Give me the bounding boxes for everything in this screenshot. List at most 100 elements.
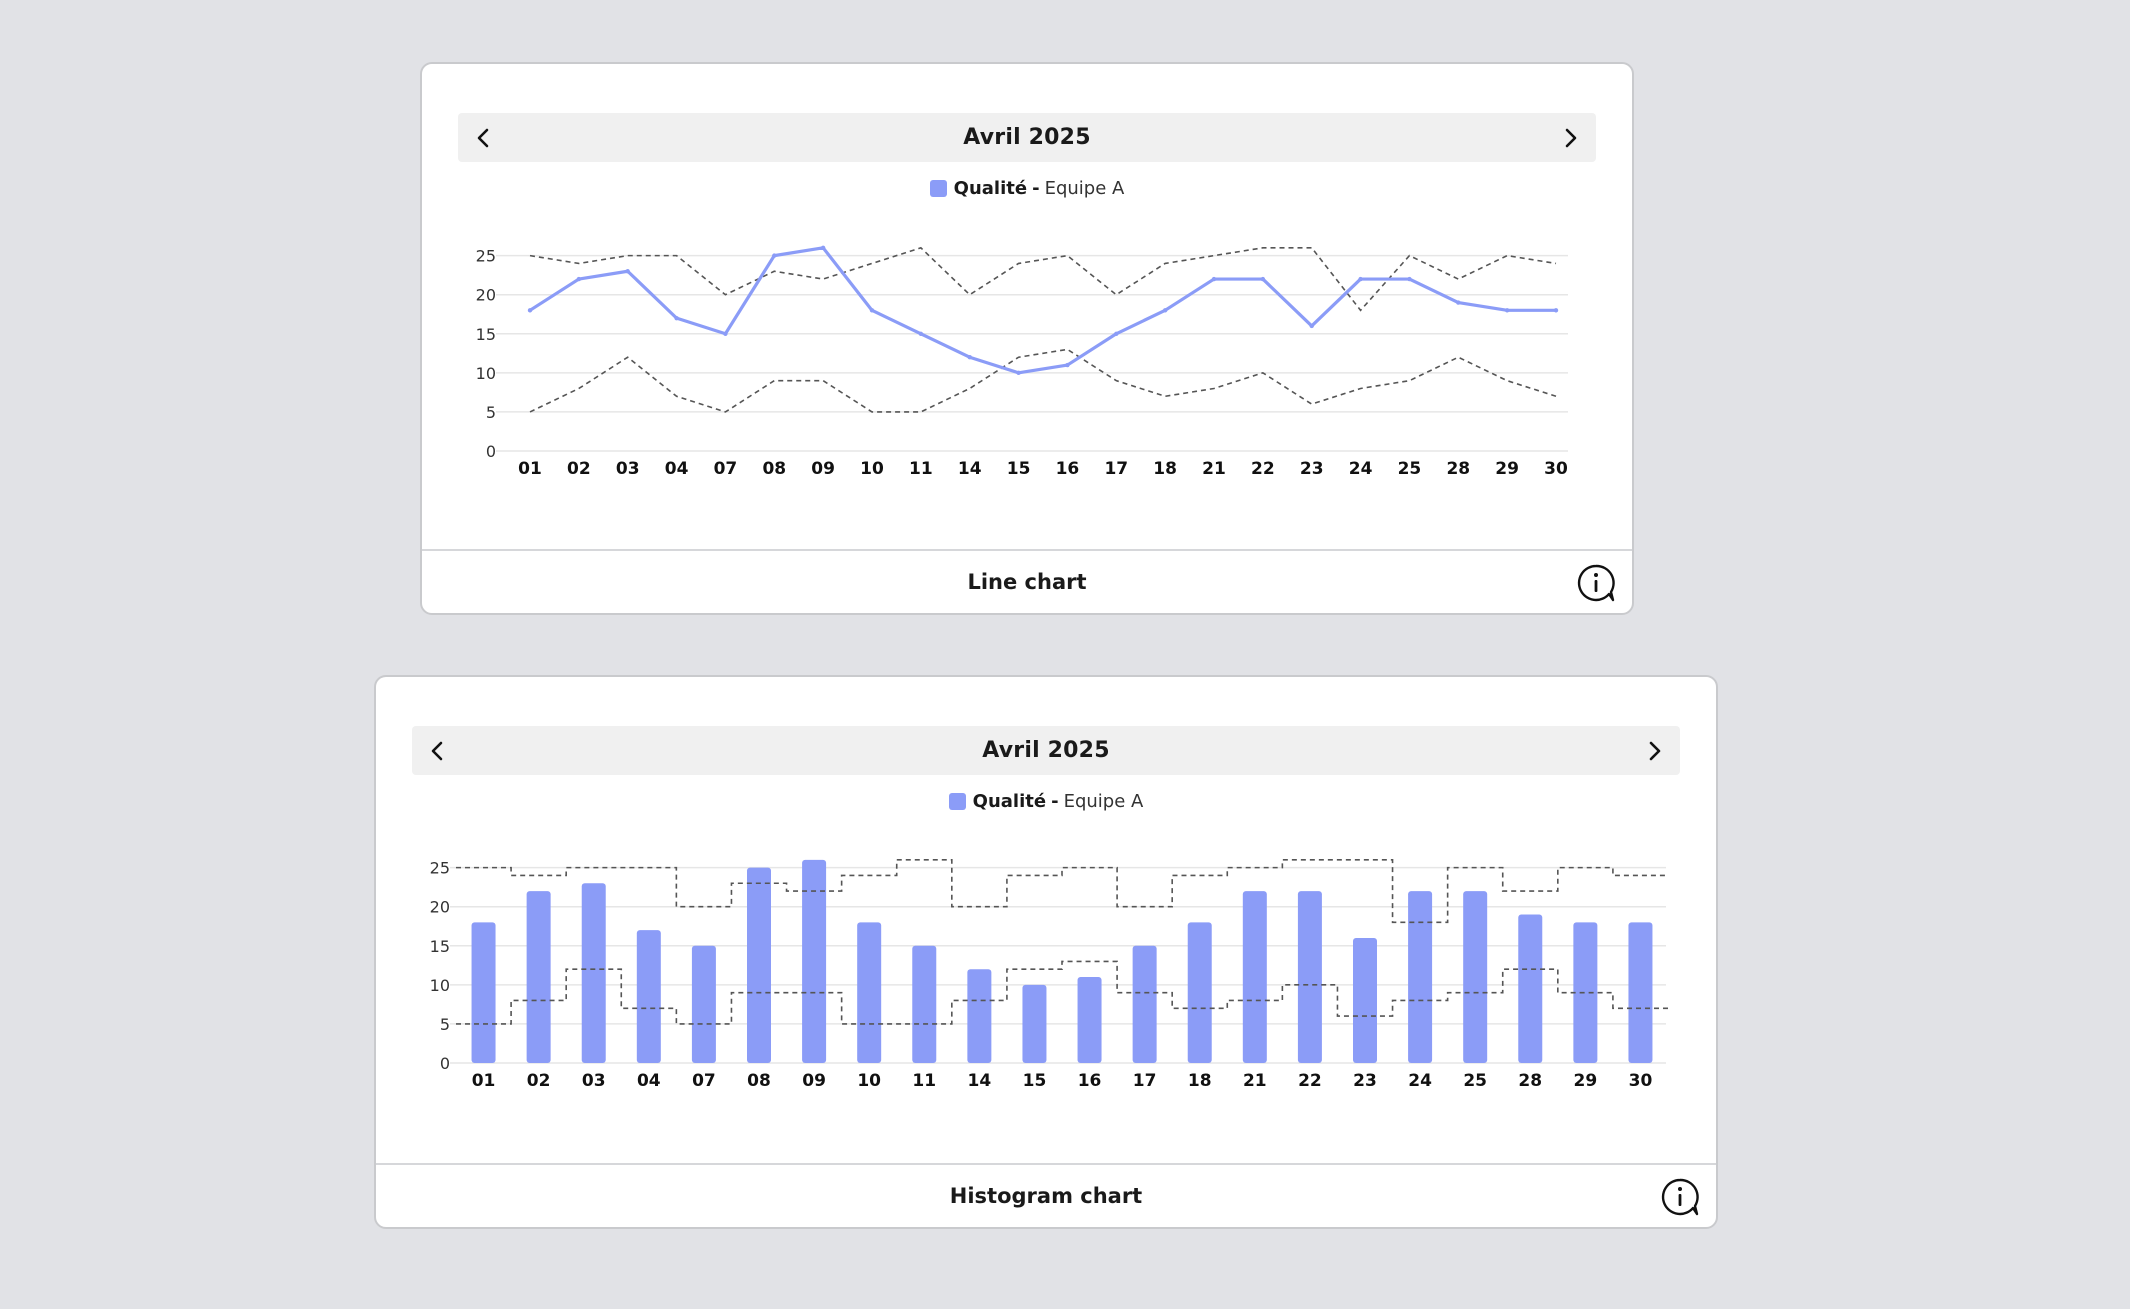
lower-limit-line: [456, 960, 1668, 1025]
x-tick-label: 16: [1078, 1071, 1102, 1091]
month-title: Avril 2025: [963, 125, 1091, 150]
data-point: [772, 253, 777, 258]
data-point: [1358, 276, 1363, 282]
chart-type-title: Histogram chart: [949, 1184, 1143, 1208]
line-chart-card: Avril 2025 Qualité - Equipe A 0 5 10 15 20 25…: [420, 62, 1634, 615]
histogram-bar: [1187, 922, 1212, 1063]
y-tick-label: 0: [486, 442, 496, 461]
data-point: [1407, 276, 1412, 282]
data-point: [1162, 308, 1168, 313]
histogram-bar: [1518, 914, 1543, 1063]
histogram-chart-card: Avril 2025 Qualité - Equipe A 0 5 10 15 20 25…: [374, 675, 1718, 1229]
histogram-bar: [1463, 891, 1488, 1063]
data-point: [918, 331, 924, 336]
x-tick-label: 16: [1056, 459, 1080, 479]
histogram-chart-plot: 0 5 10 15 20 25 01 02 03 04 07 08 09 10 11 14 15 16 17 18 21…: [430, 859, 1668, 1091]
data-point: [625, 269, 630, 274]
data-point: [1456, 300, 1461, 305]
line-chart-plot: 0 5 10 15 20 25 01 02 03 04 07 08 09 10 11 14 15 16 17 18 21…: [476, 245, 1568, 479]
y-tick-label: 10: [476, 364, 496, 383]
x-tick-label: 22: [1251, 459, 1275, 479]
y-tick-label: 25: [476, 247, 496, 266]
chart-legend[interactable]: Qualité - Equipe A: [422, 174, 1632, 202]
data-point: [674, 315, 679, 321]
legend-swatch: [948, 792, 966, 810]
data-point: [1211, 276, 1217, 282]
y-tick-label: 0: [440, 1054, 450, 1073]
chart-legend[interactable]: Qualité - Equipe A: [376, 787, 1716, 815]
y-tick-label: 5: [440, 1015, 450, 1034]
histogram-bar: [691, 945, 716, 1063]
x-tick-label: 02: [527, 1071, 551, 1091]
chevron-left-icon: [477, 128, 489, 147]
legend-swatch: [929, 179, 947, 197]
x-tick-label: 08: [747, 1071, 771, 1091]
x-tick-label: 17: [1104, 459, 1128, 479]
histogram-bar: [857, 922, 882, 1063]
upper-limit-line: [529, 246, 1557, 312]
x-tick-label: 29: [1574, 1071, 1598, 1091]
data-point: [1309, 323, 1314, 329]
histogram-bar: [912, 945, 937, 1063]
histogram-bar: [636, 930, 661, 1063]
x-tick-label: 25: [1463, 1071, 1487, 1091]
histogram-bar: [1132, 945, 1157, 1063]
x-tick-label: 22: [1298, 1071, 1322, 1091]
info-button[interactable]: [1576, 563, 1616, 603]
chevron-right-icon: [1649, 741, 1661, 760]
x-tick-label: 09: [802, 1071, 826, 1091]
legend-separator: -: [1051, 790, 1059, 812]
histogram-bar: [747, 867, 771, 1063]
previous-month-button[interactable]: [458, 113, 508, 162]
y-tick-label: 25: [430, 859, 450, 878]
month-navigator: Avril 2025: [458, 113, 1596, 162]
chart-type-title: Line chart: [967, 570, 1087, 594]
y-tick-label: 5: [486, 403, 496, 422]
x-tick-label: 03: [582, 1071, 606, 1091]
quality-series-line: [528, 246, 1558, 375]
x-tick-label: 25: [1398, 459, 1422, 479]
info-bubble-icon: [1661, 1178, 1699, 1216]
x-tick-label: 01: [518, 459, 542, 479]
x-tick-label: 24: [1408, 1071, 1432, 1091]
data-point: [723, 331, 728, 336]
x-tick-label: 14: [968, 1071, 992, 1091]
chevron-right-icon: [1565, 128, 1577, 147]
legend-separator: -: [1032, 177, 1040, 199]
data-point: [576, 276, 582, 282]
histogram-bar: [1242, 891, 1267, 1063]
legend-team-name: Equipe A: [1063, 790, 1144, 812]
info-button[interactable]: [1660, 1177, 1700, 1217]
histogram-bar: [1573, 922, 1598, 1063]
data-point: [1114, 331, 1119, 336]
x-tick-label: 03: [616, 459, 640, 479]
next-month-button[interactable]: [1546, 113, 1596, 162]
lower-limit-line: [529, 348, 1557, 413]
chevron-left-icon: [431, 741, 443, 760]
x-tick-label: 21: [1243, 1071, 1267, 1091]
data-point: [1260, 276, 1266, 282]
data-point: [967, 355, 972, 360]
histogram-bar: [1353, 937, 1377, 1063]
data-point: [527, 308, 533, 313]
card-footer: Histogram chart: [376, 1163, 1716, 1227]
upper-limit-line: [456, 859, 1668, 924]
data-point: [1065, 362, 1070, 368]
histogram-bar: [471, 922, 496, 1063]
data-point: [1016, 370, 1021, 376]
histogram-bar: [1022, 984, 1047, 1063]
x-tick-label: 15: [1007, 459, 1031, 479]
x-tick-label: 21: [1202, 459, 1226, 479]
x-tick-label: 01: [472, 1071, 496, 1091]
x-tick-label: 29: [1495, 459, 1519, 479]
previous-month-button[interactable]: [412, 726, 462, 775]
next-month-button[interactable]: [1630, 726, 1680, 775]
data-point: [820, 245, 826, 251]
histogram-bar: [967, 969, 992, 1063]
x-tick-label: 17: [1133, 1071, 1157, 1091]
x-tick-label: 30: [1629, 1071, 1653, 1091]
y-tick-label: 20: [430, 898, 450, 917]
histogram-bar: [581, 883, 606, 1063]
x-tick-label: 02: [567, 459, 591, 479]
x-tick-label: 07: [692, 1071, 716, 1091]
